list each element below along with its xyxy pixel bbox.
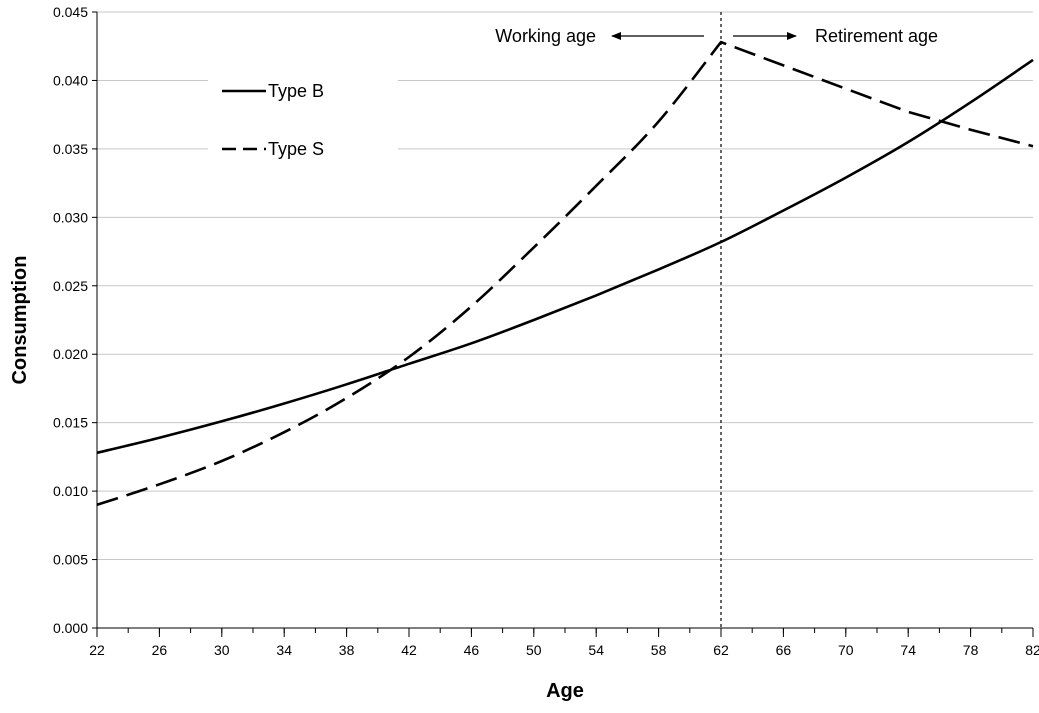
x-tick-label: 42	[401, 642, 417, 658]
annotation-retirement-age: Retirement age	[815, 26, 938, 46]
y-tick-label: 0.010	[53, 483, 88, 499]
x-tick-label: 78	[963, 642, 979, 658]
y-tick-label: 0.045	[53, 4, 88, 20]
y-tick-label: 0.015	[53, 415, 88, 431]
x-tick-label: 66	[776, 642, 792, 658]
x-tick-label: 26	[152, 642, 168, 658]
x-tick-label: 38	[339, 642, 355, 658]
x-tick-label: 62	[713, 642, 729, 658]
x-tick-label: 22	[89, 642, 105, 658]
x-axis-title: Age	[546, 680, 584, 702]
legend-label-type-b: Type B	[268, 81, 324, 101]
x-tick-label: 46	[464, 642, 480, 658]
x-tick-label: 30	[214, 642, 230, 658]
series-layer	[96, 40, 1034, 507]
x-tick-label: 58	[651, 642, 667, 658]
annotation-layer: Working age Retirement age	[495, 12, 938, 628]
x-tick-label: 50	[526, 642, 542, 658]
y-tick-label: 0.040	[53, 72, 88, 88]
x-tick-label: 70	[838, 642, 854, 658]
y-axis-title: Consumption	[9, 256, 31, 385]
y-tick-label: 0.000	[53, 620, 88, 636]
x-tick-label: 54	[588, 642, 604, 658]
y-tick-label: 0.025	[53, 278, 88, 294]
y-tick-label: 0.020	[53, 346, 88, 362]
series-line-type-b	[96, 58, 1034, 455]
legend: Type B Type S	[208, 66, 398, 166]
axis-layer: 0.000 0.005 0.010 0.015 0.020 0.025 0.030 0.035…	[53, 4, 1039, 658]
x-tick-label: 82	[1025, 642, 1039, 658]
y-tick-label: 0.005	[53, 552, 88, 568]
series-line-type-s	[96, 40, 1034, 507]
x-tick-label: 74	[900, 642, 916, 658]
y-tick-label: 0.030	[53, 209, 88, 225]
legend-background	[208, 66, 398, 166]
annotation-working-age: Working age	[495, 26, 596, 46]
legend-label-type-s: Type S	[268, 139, 324, 159]
x-tick-label: 34	[276, 642, 292, 658]
y-tick-label: 0.035	[53, 141, 88, 157]
